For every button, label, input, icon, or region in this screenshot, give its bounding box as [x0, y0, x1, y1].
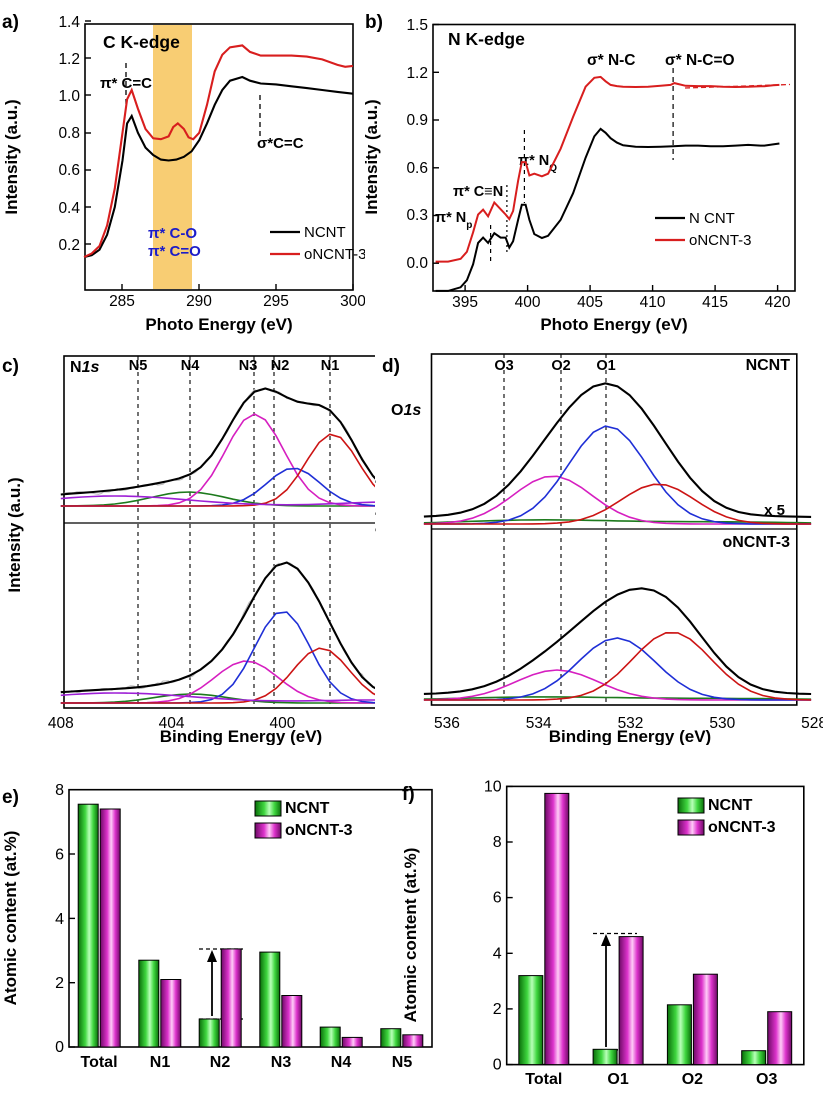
svg-text:c): c): [2, 356, 19, 377]
svg-text:0.0: 0.0: [406, 255, 428, 272]
svg-text:10: 10: [484, 779, 502, 796]
svg-text:1.4: 1.4: [58, 14, 80, 31]
svg-text:Photo Energy (eV): Photo Energy (eV): [540, 315, 687, 334]
svg-text:N2: N2: [271, 358, 290, 374]
svg-text:6: 6: [493, 890, 502, 907]
svg-text:536: 536: [434, 715, 460, 732]
svg-text:oNCNT-3: oNCNT-3: [689, 232, 752, 249]
svg-text:300: 300: [340, 293, 366, 310]
svg-text:0.6: 0.6: [58, 162, 80, 179]
svg-text:8: 8: [55, 782, 64, 799]
svg-text:4: 4: [493, 945, 502, 962]
svg-text:NCNT: NCNT: [304, 224, 346, 241]
svg-text:N5: N5: [392, 1054, 413, 1071]
svg-text:Intensity (a.u.): Intensity (a.u.): [5, 477, 24, 592]
svg-text:1.2: 1.2: [406, 65, 428, 82]
svg-text:N3: N3: [271, 1054, 292, 1071]
svg-text:Atomic content (at.%): Atomic content (at.%): [1, 831, 20, 1006]
svg-text:0.4: 0.4: [58, 200, 80, 217]
svg-text:N CNT: N CNT: [689, 210, 735, 227]
svg-text:oNCNT-3: oNCNT-3: [708, 819, 776, 836]
svg-text:408: 408: [48, 715, 74, 732]
svg-text:0: 0: [55, 1039, 64, 1056]
svg-text:Total: Total: [525, 1071, 562, 1088]
svg-text:0.3: 0.3: [406, 207, 428, 224]
svg-text:N K-edge: N K-edge: [448, 29, 525, 49]
svg-text:1.2: 1.2: [58, 51, 80, 68]
svg-text:4: 4: [55, 911, 64, 928]
svg-text:Intensity (a.u.): Intensity (a.u.): [375, 477, 376, 592]
svg-text:0.9: 0.9: [406, 112, 428, 129]
svg-text:Binding Energy (eV): Binding Energy (eV): [160, 727, 322, 745]
svg-text:0.6: 0.6: [406, 160, 428, 177]
svg-text:Total: Total: [80, 1054, 117, 1071]
svg-text:Intensity (a.u.): Intensity (a.u.): [365, 99, 381, 214]
svg-text:2: 2: [55, 975, 64, 992]
svg-text:528: 528: [801, 715, 823, 732]
svg-text:N1s: N1s: [70, 359, 99, 376]
svg-text:NCNT: NCNT: [708, 797, 753, 814]
svg-text:O1s: O1s: [391, 402, 421, 419]
svg-text:NCNT: NCNT: [285, 800, 330, 817]
svg-text:O2: O2: [551, 358, 570, 374]
svg-text:π* C-O: π* C-O: [148, 225, 197, 242]
svg-text:NCNT: NCNT: [746, 357, 791, 374]
svg-text:O2: O2: [682, 1071, 703, 1088]
svg-text:400: 400: [515, 294, 541, 311]
svg-text:290: 290: [186, 293, 212, 310]
svg-text:e): e): [2, 787, 19, 808]
svg-text:oNCNT-3: oNCNT-3: [722, 534, 790, 551]
svg-text:N2: N2: [210, 1054, 231, 1071]
svg-text:σ* N-C: σ* N-C: [587, 52, 636, 69]
svg-text:0.8: 0.8: [58, 125, 80, 142]
svg-text:σ* N-C=O: σ* N-C=O: [665, 52, 735, 69]
svg-text:1.0: 1.0: [58, 88, 80, 105]
svg-text:σ*C=C: σ*C=C: [257, 135, 304, 152]
svg-text:b): b): [365, 12, 383, 33]
svg-text:O1: O1: [596, 358, 615, 374]
svg-text:N4: N4: [181, 358, 200, 374]
svg-text:d): d): [382, 356, 400, 377]
svg-text:1.5: 1.5: [406, 17, 428, 34]
svg-text:π* C=O: π* C=O: [148, 243, 201, 260]
svg-text:O3: O3: [494, 358, 513, 374]
svg-text:6: 6: [55, 847, 64, 864]
svg-text:0: 0: [493, 1057, 502, 1074]
svg-text:Binding Energy (eV): Binding Energy (eV): [549, 727, 711, 745]
svg-text:415: 415: [702, 294, 728, 311]
svg-text:285: 285: [109, 293, 135, 310]
svg-text:O1: O1: [607, 1071, 628, 1088]
svg-text:C K-edge: C K-edge: [103, 32, 180, 52]
svg-text:N3: N3: [239, 358, 258, 374]
svg-text:O3: O3: [756, 1071, 777, 1088]
svg-text:oNCNT-3: oNCNT-3: [304, 246, 367, 263]
svg-text:Photo Energy (eV): Photo Energy (eV): [145, 315, 292, 334]
svg-text:295: 295: [263, 293, 289, 310]
svg-text:395: 395: [452, 294, 478, 311]
svg-text:420: 420: [765, 294, 791, 311]
svg-text:530: 530: [709, 715, 735, 732]
svg-text:0.2: 0.2: [58, 237, 80, 254]
svg-text:8: 8: [493, 834, 502, 851]
svg-text:a): a): [2, 12, 19, 33]
svg-text:405: 405: [577, 294, 603, 311]
svg-text:Intensity (a.u.): Intensity (a.u.): [2, 99, 21, 214]
svg-text:N1: N1: [150, 1054, 171, 1071]
svg-text:2: 2: [493, 1001, 502, 1018]
svg-text:N1: N1: [321, 358, 340, 374]
svg-text:410: 410: [640, 294, 666, 311]
svg-text:N4: N4: [331, 1054, 352, 1071]
svg-text:N5: N5: [129, 358, 148, 374]
svg-text:oNCNT-3: oNCNT-3: [285, 822, 353, 839]
svg-text:π* C≡N: π* C≡N: [453, 184, 503, 200]
